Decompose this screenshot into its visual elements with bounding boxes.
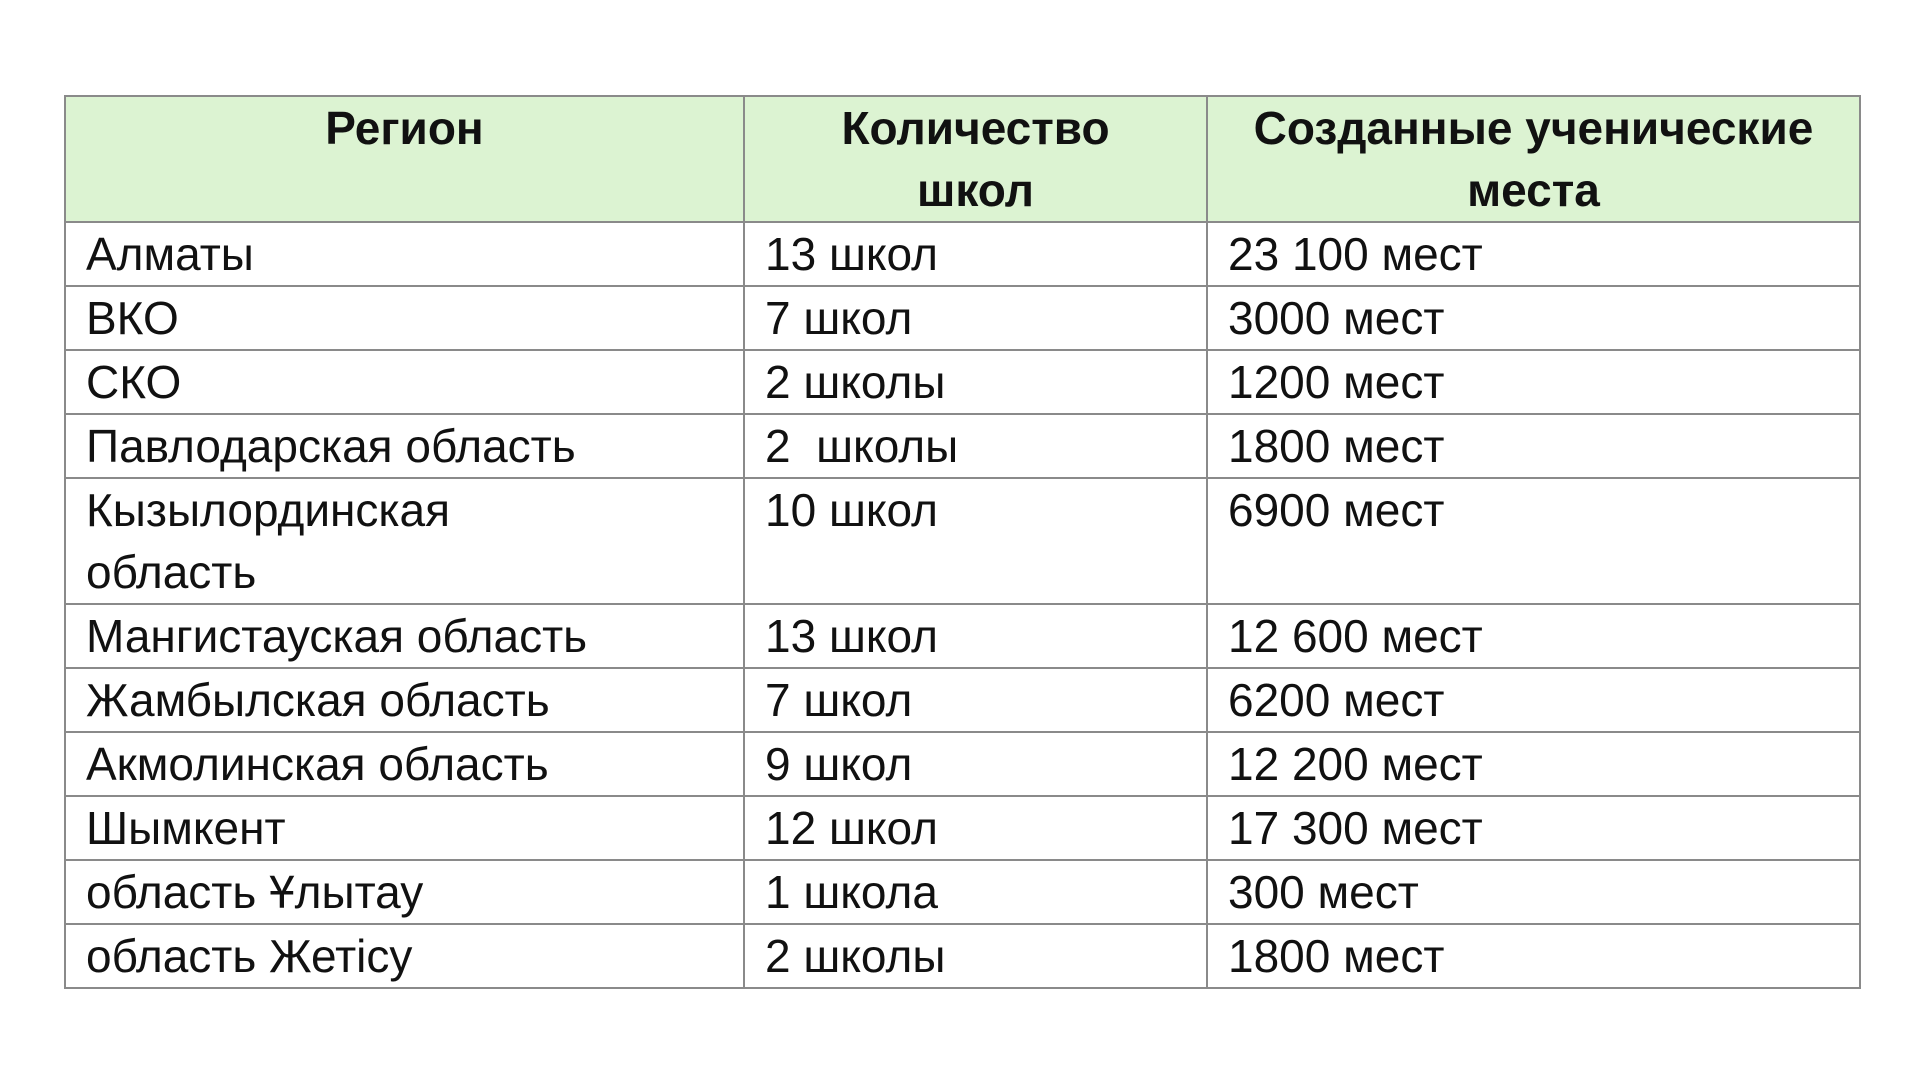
school-count-cell: 12 школ (743, 795, 1208, 861)
seats-cell: 1200 мест (1206, 349, 1861, 415)
table-row: область Жетісу 2 школы 1800 мест (64, 923, 1861, 989)
school-count-cell: 10 школ (743, 477, 1208, 605)
region-cell: Шымкент (64, 795, 745, 861)
header-region: Регион (64, 95, 745, 223)
region-cell: ВКО (64, 285, 745, 351)
region-cell: СКО (64, 349, 745, 415)
school-count-cell: 1 школа (743, 859, 1208, 925)
table-row: Павлодарская область 2 школы 1800 мест (64, 413, 1861, 479)
table-row: область Ұлытау 1 школа 300 мест (64, 859, 1861, 925)
school-count-cell: 13 школ (743, 221, 1208, 287)
seats-cell: 12 600 мест (1206, 603, 1861, 669)
seats-cell: 12 200 мест (1206, 731, 1861, 797)
seats-cell: 23 100 мест (1206, 221, 1861, 287)
table-row: ВКО 7 школ 3000 мест (64, 285, 1861, 351)
table-row: Мангистауская область 13 школ 12 600 мест (64, 603, 1861, 669)
seats-cell: 17 300 мест (1206, 795, 1861, 861)
region-cell: область Жетісу (64, 923, 745, 989)
region-cell: Акмолинская область (64, 731, 745, 797)
region-cell: область Ұлытау (64, 859, 745, 925)
seats-cell: 300 мест (1206, 859, 1861, 925)
seats-cell: 3000 мест (1206, 285, 1861, 351)
seats-cell: 1800 мест (1206, 923, 1861, 989)
school-count-cell: 7 школ (743, 667, 1208, 733)
table-row: СКО 2 школы 1200 мест (64, 349, 1861, 415)
table-row: Жамбылская область 7 школ 6200 мест (64, 667, 1861, 733)
table-row: Кызылординская область 10 школ 6900 мест (64, 477, 1861, 605)
header-row: Регион Количество школ Созданные учениче… (64, 95, 1861, 223)
region-cell: Алматы (64, 221, 745, 287)
header-school-count: Количество школ (743, 95, 1208, 223)
school-count-cell: 7 школ (743, 285, 1208, 351)
region-cell: Кызылординская область (64, 477, 745, 605)
region-cell: Мангистауская область (64, 603, 745, 669)
region-cell: Павлодарская область (64, 413, 745, 479)
school-count-cell: 2 школы (743, 923, 1208, 989)
table-row: Акмолинская область 9 школ 12 200 мест (64, 731, 1861, 797)
region-cell: Жамбылская область (64, 667, 745, 733)
table-row: Алматы 13 школ 23 100 мест (64, 221, 1861, 287)
seats-cell: 6900 мест (1206, 477, 1861, 605)
school-count-cell: 2 школы (743, 413, 1208, 479)
seats-cell: 6200 мест (1206, 667, 1861, 733)
table-row: Шымкент 12 школ 17 300 мест (64, 795, 1861, 861)
seats-cell: 1800 мест (1206, 413, 1861, 479)
school-count-cell: 2 школы (743, 349, 1208, 415)
header-seats: Созданные ученические места (1206, 95, 1861, 223)
school-count-cell: 9 школ (743, 731, 1208, 797)
schools-table: Регион Количество школ Созданные учениче… (64, 95, 1861, 989)
school-count-cell: 13 школ (743, 603, 1208, 669)
